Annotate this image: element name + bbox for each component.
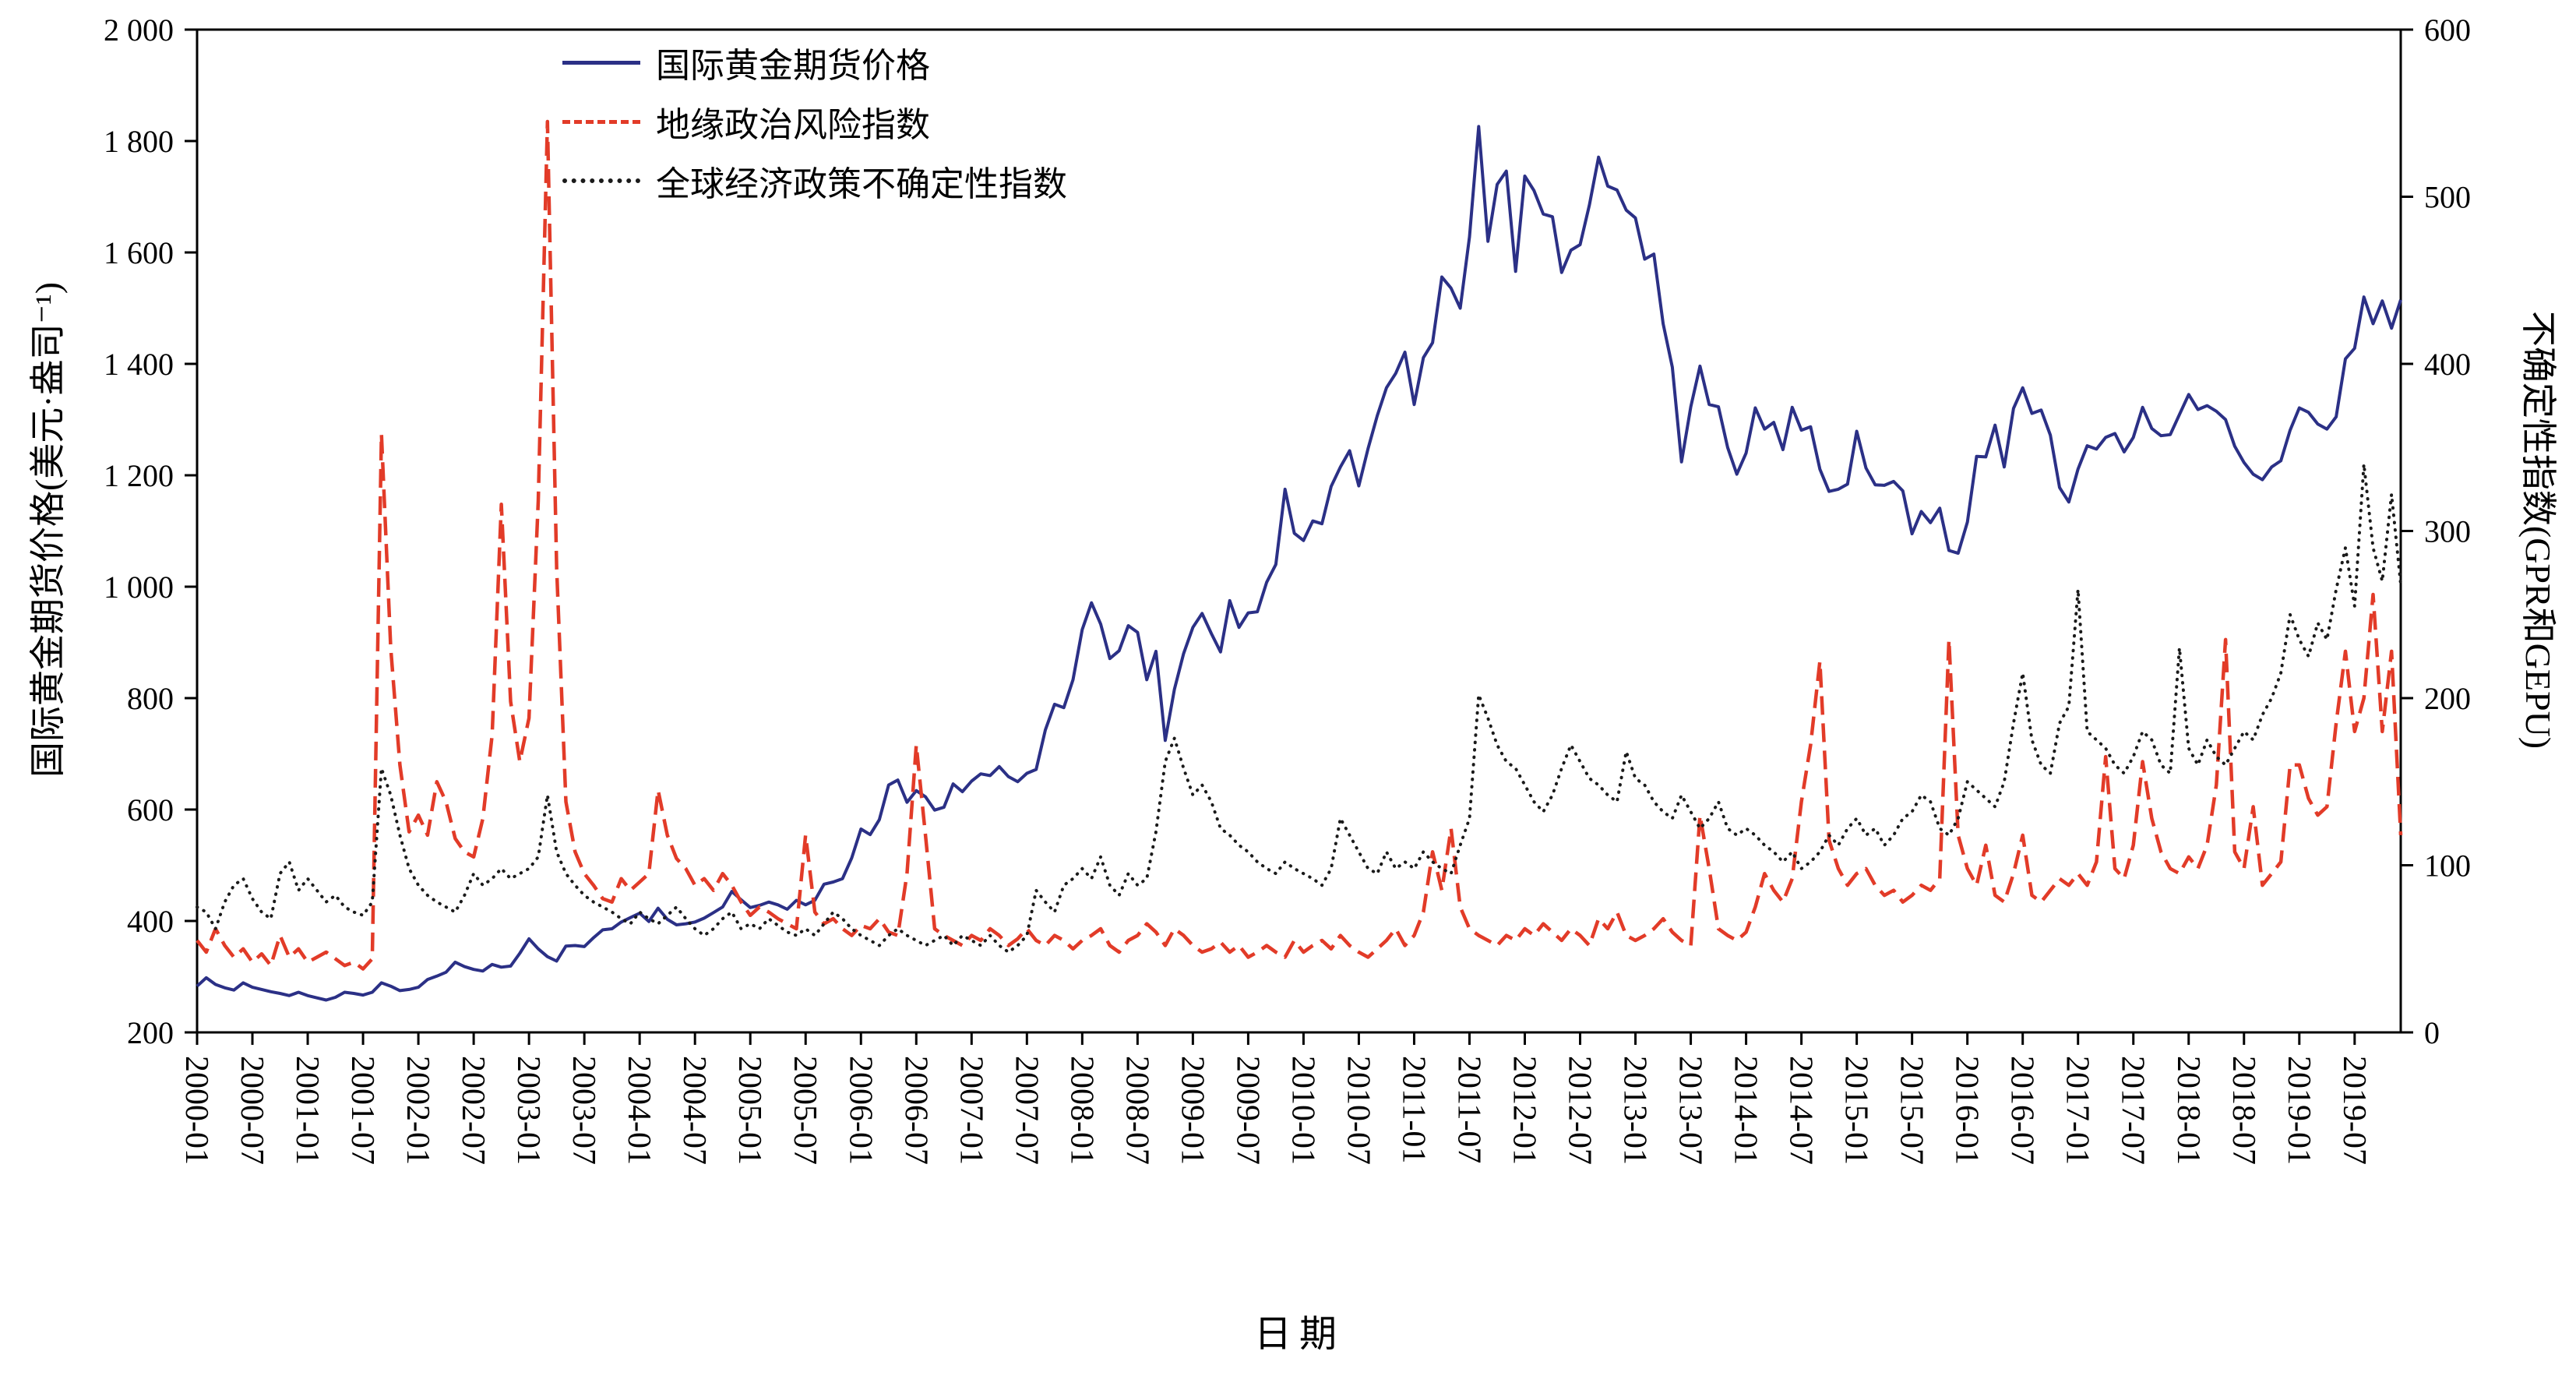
svg-text:2017-07: 2017-07 — [2115, 1056, 2151, 1165]
svg-text:200: 200 — [127, 1015, 174, 1050]
svg-text:2003-01: 2003-01 — [510, 1056, 546, 1165]
svg-text:2018-07: 2018-07 — [2225, 1056, 2261, 1165]
svg-text:2011-01: 2011-01 — [1395, 1056, 1431, 1163]
right-axis-title: 不确定性指数(GPR和GEPU) — [2518, 310, 2558, 750]
svg-text:0: 0 — [2424, 1015, 2440, 1050]
svg-text:500: 500 — [2424, 180, 2471, 215]
svg-text:2002-01: 2002-01 — [400, 1056, 435, 1165]
dotted-line-icon — [562, 178, 640, 183]
svg-text:400: 400 — [127, 904, 174, 939]
svg-text:2006-07: 2006-07 — [897, 1056, 933, 1165]
svg-text:2008-01: 2008-01 — [1063, 1056, 1099, 1165]
legend: 国际黄金期货价格 地缘政治风险指数 全球经济政策不确定性指数 — [562, 33, 1067, 210]
svg-text:200: 200 — [2424, 681, 2471, 716]
legend-label-gpr: 地缘政治风险指数 — [656, 106, 930, 144]
legend-item-gold-price: 国际黄金期货价格 — [562, 33, 1067, 92]
svg-text:2012-07: 2012-07 — [1562, 1056, 1598, 1165]
svg-text:2014-07: 2014-07 — [1783, 1056, 1819, 1165]
legend-item-gpr: 地缘政治风险指数 — [562, 92, 1067, 151]
legend-label-gepu: 全球经济政策不确定性指数 — [656, 165, 1067, 203]
svg-text:2012-01: 2012-01 — [1506, 1056, 1542, 1165]
svg-text:600: 600 — [2424, 12, 2471, 48]
svg-text:2007-07: 2007-07 — [1008, 1056, 1044, 1165]
svg-text:2004-01: 2004-01 — [621, 1056, 657, 1165]
svg-text:2009-07: 2009-07 — [1229, 1056, 1265, 1165]
svg-text:2014-01: 2014-01 — [1728, 1056, 1764, 1165]
svg-text:2002-07: 2002-07 — [455, 1056, 491, 1165]
svg-text:1 800: 1 800 — [104, 124, 174, 159]
svg-text:2011-07: 2011-07 — [1450, 1056, 1486, 1163]
svg-text:2005-01: 2005-01 — [731, 1056, 767, 1165]
svg-text:100: 100 — [2424, 848, 2471, 884]
svg-text:2018-01: 2018-01 — [2170, 1056, 2206, 1165]
dashed-line-icon — [562, 119, 640, 124]
svg-text:2019-07: 2019-07 — [2336, 1056, 2372, 1165]
svg-text:2010-07: 2010-07 — [1340, 1056, 1376, 1165]
legend-item-gepu: 全球经济政策不确定性指数 — [562, 151, 1067, 210]
legend-label-gold-price: 国际黄金期货价格 — [656, 47, 930, 85]
svg-text:1 200: 1 200 — [104, 458, 174, 493]
svg-text:2005-07: 2005-07 — [787, 1056, 823, 1165]
svg-text:2013-07: 2013-07 — [1672, 1056, 1708, 1165]
svg-text:2006-01: 2006-01 — [842, 1056, 878, 1165]
svg-text:2013-01: 2013-01 — [1617, 1056, 1653, 1165]
svg-text:2010-01: 2010-01 — [1284, 1056, 1320, 1165]
svg-text:2009-01: 2009-01 — [1174, 1056, 1210, 1165]
solid-line-icon — [562, 60, 640, 65]
svg-text:300: 300 — [2424, 514, 2471, 549]
svg-text:400: 400 — [2424, 347, 2471, 382]
svg-text:2000-07: 2000-07 — [234, 1056, 270, 1165]
svg-text:2004-07: 2004-07 — [676, 1056, 712, 1165]
svg-text:2001-01: 2001-01 — [289, 1056, 325, 1165]
svg-text:800: 800 — [127, 681, 174, 716]
svg-text:2008-07: 2008-07 — [1119, 1056, 1154, 1165]
svg-text:1 000: 1 000 — [104, 570, 174, 605]
svg-text:2001-07: 2001-07 — [344, 1056, 380, 1165]
svg-text:2015-07: 2015-07 — [1894, 1056, 1929, 1165]
left-axis-title: 国际黄金期货价格(美元·盎司⁻¹) — [28, 281, 68, 778]
svg-text:2 000: 2 000 — [104, 12, 174, 48]
svg-text:1 600: 1 600 — [104, 235, 174, 270]
svg-text:2016-07: 2016-07 — [2004, 1056, 2040, 1165]
svg-text:2019-01: 2019-01 — [2281, 1056, 2317, 1165]
svg-text:2017-01: 2017-01 — [2060, 1056, 2095, 1165]
x-axis-title: 日期 — [1253, 1314, 1345, 1355]
svg-text:2016-01: 2016-01 — [1949, 1056, 1985, 1165]
svg-text:2007-01: 2007-01 — [953, 1056, 988, 1165]
svg-text:2000-01: 2000-01 — [178, 1056, 214, 1165]
svg-text:2015-01: 2015-01 — [1838, 1056, 1874, 1165]
svg-text:600: 600 — [127, 792, 174, 827]
svg-text:1 400: 1 400 — [104, 347, 174, 382]
svg-text:2003-07: 2003-07 — [566, 1056, 601, 1165]
